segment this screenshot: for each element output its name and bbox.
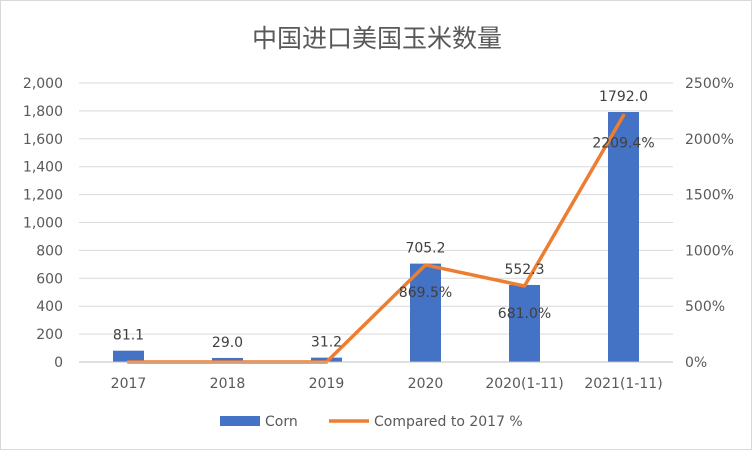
bar-data-label: 81.1	[113, 328, 144, 344]
compared-line	[126, 113, 626, 364]
bar	[212, 357, 243, 362]
legend-swatch-corn	[220, 416, 260, 426]
bar-data-label: 705.2	[405, 241, 445, 257]
y-right-tick-label: 2500%	[685, 76, 734, 92]
bar-data-label: 552.3	[504, 262, 544, 278]
bar	[608, 112, 639, 363]
bar	[410, 263, 441, 362]
bar	[113, 350, 144, 362]
y-left-tick-label: 2,000	[23, 76, 63, 92]
y-right-tick-label: 2000%	[685, 132, 734, 148]
line-data-label: 681.0%	[498, 306, 551, 322]
y-left-tick-label: 800	[36, 243, 63, 259]
bar-data-label: 29.0	[212, 335, 243, 351]
y-right-tick-label: 500%	[685, 299, 725, 315]
y-left-tick-label: 200	[36, 327, 63, 343]
bar-data-label: 31.2	[311, 335, 342, 351]
y-right-tick-label: 1000%	[685, 243, 734, 259]
axes: 0 200 400 600 800 1,000 1,200 1,400 1,600 1,800 2,…	[23, 76, 734, 392]
y-left-tick-label: 1,600	[23, 132, 63, 148]
x-tick-label: 2020(1-11)	[485, 376, 563, 392]
legend-label-compared: Compared to 2017 %	[374, 414, 523, 430]
line-data-label: 869.5%	[399, 285, 452, 301]
y-right-tick-label: 0%	[685, 355, 707, 371]
bars	[113, 112, 639, 363]
legend-label-corn: Corn	[265, 414, 298, 430]
line-series	[126, 113, 626, 364]
legend: Corn Compared to 2017 %	[220, 414, 523, 430]
y-left-tick-label: 0	[54, 355, 63, 371]
y-left-tick-label: 1,200	[23, 188, 63, 204]
data-labels: 81.1 29.0 31.2 705.2 552.3 1792.0 869.5% 681.0%…	[113, 89, 655, 351]
x-tick-label: 2017	[111, 376, 147, 392]
bar	[509, 284, 540, 362]
x-tick-label: 2019	[309, 376, 345, 392]
y-left-tick-label: 600	[36, 271, 63, 287]
line-data-label: 2209.4%	[592, 135, 654, 151]
y-left-tick-label: 1,800	[23, 104, 63, 120]
x-tick-label: 2020	[408, 376, 444, 392]
y-right-tick-label: 1500%	[685, 188, 734, 204]
chart-title: 中国进口美国玉米数量	[252, 24, 502, 53]
gridlines	[79, 82, 673, 335]
x-tick-label: 2021(1-11)	[584, 376, 662, 392]
x-tick-label: 2018	[210, 376, 246, 392]
bar-data-label: 1792.0	[599, 89, 648, 105]
y-left-tick-label: 400	[36, 299, 63, 315]
y-left-tick-label: 1,000	[23, 216, 63, 232]
y-left-tick-label: 1,400	[23, 160, 63, 176]
